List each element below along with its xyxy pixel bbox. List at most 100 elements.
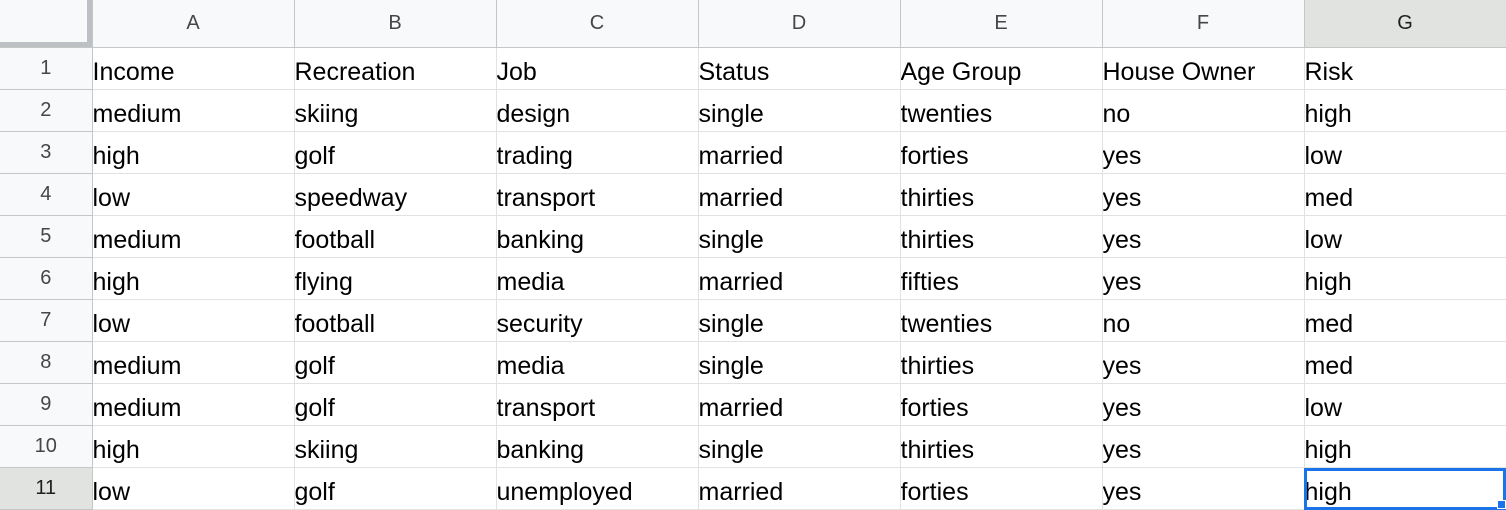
- cell-d9[interactable]: married: [698, 383, 901, 426]
- cell-g6[interactable]: high: [1304, 257, 1506, 300]
- cell-b11[interactable]: golf: [294, 467, 497, 510]
- cell-e8[interactable]: thirties: [900, 341, 1103, 384]
- cell-g1[interactable]: Risk: [1304, 47, 1506, 90]
- row-header-7[interactable]: 7: [0, 299, 93, 342]
- row-header-3[interactable]: 3: [0, 131, 93, 174]
- cell-f8[interactable]: yes: [1102, 341, 1305, 384]
- cell-b10[interactable]: skiing: [294, 425, 497, 468]
- cell-f7[interactable]: no: [1102, 299, 1305, 342]
- cell-a5[interactable]: medium: [92, 215, 295, 258]
- cell-c1[interactable]: Job: [496, 47, 699, 90]
- cell-e4[interactable]: thirties: [900, 173, 1103, 216]
- cell-a3[interactable]: high: [92, 131, 295, 174]
- cell-d7[interactable]: single: [698, 299, 901, 342]
- cell-g2[interactable]: high: [1304, 89, 1506, 132]
- row-header-1[interactable]: 1: [0, 47, 93, 90]
- cell-value: Job: [496, 58, 537, 86]
- cell-a4[interactable]: low: [92, 173, 295, 216]
- cell-g10[interactable]: high: [1304, 425, 1506, 468]
- fill-handle[interactable]: [1496, 500, 1505, 509]
- cell-b2[interactable]: skiing: [294, 89, 497, 132]
- row-header-4[interactable]: 4: [0, 173, 93, 216]
- cell-b1[interactable]: Recreation: [294, 47, 497, 90]
- row-header-8[interactable]: 8: [0, 341, 93, 384]
- cell-f10[interactable]: yes: [1102, 425, 1305, 468]
- cell-a10[interactable]: high: [92, 425, 295, 468]
- row-header-2[interactable]: 2: [0, 89, 93, 132]
- cell-f11[interactable]: yes: [1102, 467, 1305, 510]
- cell-b3[interactable]: golf: [294, 131, 497, 174]
- row-header-6[interactable]: 6: [0, 257, 93, 300]
- cell-b6[interactable]: flying: [294, 257, 497, 300]
- cell-d6[interactable]: married: [698, 257, 901, 300]
- cell-d8[interactable]: single: [698, 341, 901, 384]
- cell-e6[interactable]: fifties: [900, 257, 1103, 300]
- cell-a7[interactable]: low: [92, 299, 295, 342]
- column-header-c[interactable]: C: [496, 0, 699, 48]
- select-all-corner[interactable]: [0, 0, 93, 48]
- cell-e10[interactable]: thirties: [900, 425, 1103, 468]
- row-header-5[interactable]: 5: [0, 215, 93, 258]
- cell-e2[interactable]: twenties: [900, 89, 1103, 132]
- cell-f2[interactable]: no: [1102, 89, 1305, 132]
- cell-f5[interactable]: yes: [1102, 215, 1305, 258]
- row-header-11[interactable]: 11: [0, 467, 93, 510]
- cell-b8[interactable]: golf: [294, 341, 497, 384]
- cell-a11[interactable]: low: [92, 467, 295, 510]
- cell-g11[interactable]: high: [1304, 467, 1506, 510]
- cell-a6[interactable]: high: [92, 257, 295, 300]
- row-header-9[interactable]: 9: [0, 383, 93, 426]
- cell-c5[interactable]: banking: [496, 215, 699, 258]
- cell-e1[interactable]: Age Group: [900, 47, 1103, 90]
- cell-f1[interactable]: House Owner: [1102, 47, 1305, 90]
- column-header-g[interactable]: G: [1304, 0, 1506, 48]
- cell-b9[interactable]: golf: [294, 383, 497, 426]
- cell-d4[interactable]: married: [698, 173, 901, 216]
- cell-g3[interactable]: low: [1304, 131, 1506, 174]
- cell-g8[interactable]: med: [1304, 341, 1506, 384]
- cell-c10[interactable]: banking: [496, 425, 699, 468]
- cell-d11[interactable]: married: [698, 467, 901, 510]
- cell-f9[interactable]: yes: [1102, 383, 1305, 426]
- cell-b4[interactable]: speedway: [294, 173, 497, 216]
- cell-c11[interactable]: unemployed: [496, 467, 699, 510]
- cell-a1[interactable]: Income: [92, 47, 295, 90]
- cell-e3[interactable]: forties: [900, 131, 1103, 174]
- cell-f6[interactable]: yes: [1102, 257, 1305, 300]
- cell-a9[interactable]: medium: [92, 383, 295, 426]
- cell-c6[interactable]: media: [496, 257, 699, 300]
- cell-c3[interactable]: trading: [496, 131, 699, 174]
- cell-c9[interactable]: transport: [496, 383, 699, 426]
- row-header-10[interactable]: 10: [0, 425, 93, 468]
- cell-c4[interactable]: transport: [496, 173, 699, 216]
- column-header-d[interactable]: D: [698, 0, 901, 48]
- cell-f4[interactable]: yes: [1102, 173, 1305, 216]
- column-header-e[interactable]: E: [900, 0, 1103, 48]
- cell-c7[interactable]: security: [496, 299, 699, 342]
- cell-g4[interactable]: med: [1304, 173, 1506, 216]
- cell-f3[interactable]: yes: [1102, 131, 1305, 174]
- cell-b5[interactable]: football: [294, 215, 497, 258]
- cell-c2[interactable]: design: [496, 89, 699, 132]
- cell-g5[interactable]: low: [1304, 215, 1506, 258]
- cell-e11[interactable]: forties: [900, 467, 1103, 510]
- cell-b7[interactable]: football: [294, 299, 497, 342]
- cell-a2[interactable]: medium: [92, 89, 295, 132]
- freeze-row-handle[interactable]: [0, 42, 91, 47]
- cell-c8[interactable]: media: [496, 341, 699, 384]
- cell-g7[interactable]: med: [1304, 299, 1506, 342]
- cell-d1[interactable]: Status: [698, 47, 901, 90]
- freeze-column-handle[interactable]: [86, 0, 91, 47]
- column-header-f[interactable]: F: [1102, 0, 1305, 48]
- cell-e5[interactable]: thirties: [900, 215, 1103, 258]
- cell-e9[interactable]: forties: [900, 383, 1103, 426]
- cell-d5[interactable]: single: [698, 215, 901, 258]
- column-header-a[interactable]: A: [92, 0, 295, 48]
- column-header-b[interactable]: B: [294, 0, 497, 48]
- cell-d3[interactable]: married: [698, 131, 901, 174]
- cell-g9[interactable]: low: [1304, 383, 1506, 426]
- cell-e7[interactable]: twenties: [900, 299, 1103, 342]
- cell-a8[interactable]: medium: [92, 341, 295, 384]
- cell-d2[interactable]: single: [698, 89, 901, 132]
- cell-d10[interactable]: single: [698, 425, 901, 468]
